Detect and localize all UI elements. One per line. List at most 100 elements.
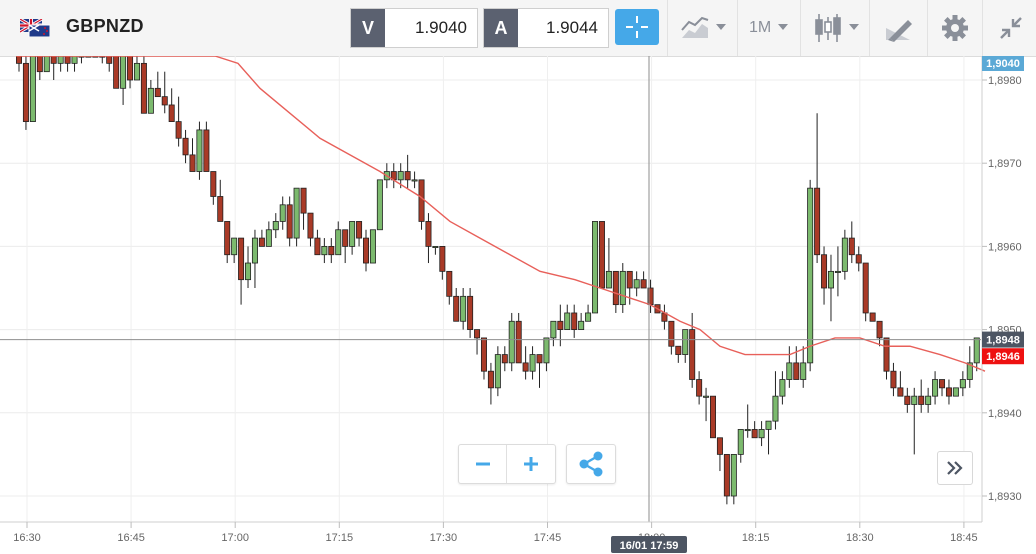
candle — [321, 238, 328, 264]
zoom-in-button[interactable] — [507, 445, 554, 483]
candle — [855, 246, 862, 272]
x-tick-label: 18:15 — [742, 532, 770, 544]
crosshair-price-tag: 1,8948 — [982, 331, 1024, 348]
y-tick-label: 1,8970 — [988, 158, 1022, 170]
candle — [182, 129, 189, 164]
candle — [147, 80, 154, 114]
y-tick-label: 1,8960 — [988, 241, 1022, 253]
drawing-tools-button[interactable] — [869, 0, 928, 56]
scroll-to-latest-button[interactable] — [937, 451, 973, 485]
candle — [966, 346, 973, 388]
chart-type-button[interactable] — [667, 0, 738, 56]
sell-label: V — [351, 9, 385, 47]
candle — [328, 238, 335, 264]
gb-nz-flag-icon — [20, 19, 50, 37]
candle — [723, 453, 730, 505]
candle — [876, 320, 883, 347]
candle — [189, 138, 196, 172]
candle — [64, 56, 71, 72]
crosshair-time-label: 16/01 17:59 — [611, 536, 687, 553]
candle — [515, 312, 522, 364]
candle — [703, 387, 710, 422]
candle — [737, 429, 744, 463]
candle — [376, 179, 383, 231]
candle — [696, 371, 703, 405]
candle — [238, 237, 245, 305]
svg-text:1,8946: 1,8946 — [986, 351, 1020, 363]
candle — [592, 221, 599, 314]
candle — [120, 56, 127, 105]
candle — [848, 221, 855, 264]
candle — [22, 56, 29, 130]
candle — [342, 229, 349, 264]
candle — [730, 453, 737, 505]
candle — [29, 56, 36, 122]
candle — [411, 171, 418, 189]
candle — [640, 271, 647, 289]
zoom-out-button[interactable] — [459, 445, 506, 483]
candle — [897, 371, 904, 397]
crosshair-icon — [626, 16, 648, 38]
candle — [675, 345, 682, 363]
candlestick-icon — [815, 14, 841, 42]
instrument-symbol: GBPNZD — [66, 16, 144, 36]
candle — [293, 187, 300, 247]
candle — [474, 329, 481, 355]
candle — [932, 371, 939, 405]
x-tick-label: 17:30 — [430, 532, 458, 544]
candle — [598, 221, 605, 289]
candle — [869, 312, 876, 322]
candle — [689, 312, 696, 388]
candle — [467, 288, 474, 338]
candle — [501, 346, 508, 372]
candle — [140, 56, 147, 114]
current-price-tag: 1,9040 — [982, 56, 1024, 71]
candle — [57, 56, 64, 72]
candle — [265, 221, 272, 247]
crosshair-button[interactable] — [615, 9, 659, 45]
candle — [196, 121, 203, 180]
candle-style-button[interactable] — [800, 0, 870, 56]
candle — [841, 229, 848, 280]
sell-price: 1.9040 — [415, 18, 467, 37]
zoom-controls — [458, 444, 556, 484]
candle — [418, 179, 425, 230]
candle — [307, 212, 314, 247]
candle — [453, 288, 460, 322]
timeframe-button[interactable]: 1M — [737, 0, 801, 56]
candle — [585, 304, 592, 322]
share-button[interactable] — [566, 444, 616, 484]
candle — [571, 304, 578, 338]
candle — [550, 320, 557, 347]
candle — [161, 71, 168, 114]
buy-price: 1.9044 — [546, 18, 598, 37]
x-tick-label: 18:30 — [846, 532, 874, 544]
buy-price-button[interactable]: A 1.9044 — [483, 8, 609, 48]
crosshair-time-text: 16/01 17:59 — [620, 540, 679, 552]
candle — [668, 320, 675, 355]
settings-button[interactable] — [927, 0, 983, 56]
double-chevron-right-icon — [947, 461, 963, 475]
candle — [272, 213, 279, 239]
candle — [432, 245, 439, 255]
candle — [522, 346, 529, 380]
y-tick-label: 1,8980 — [988, 75, 1022, 87]
candle — [390, 163, 397, 189]
candle — [904, 387, 911, 413]
svg-text:1,9040: 1,9040 — [986, 58, 1020, 70]
candle — [543, 337, 550, 372]
candle — [786, 346, 793, 388]
chevron-down-icon — [778, 24, 788, 30]
candle — [578, 312, 585, 330]
sell-price-button[interactable]: V 1.9040 — [350, 8, 478, 48]
candle — [50, 56, 57, 80]
candle — [918, 379, 925, 413]
candle — [175, 96, 182, 147]
candle — [231, 237, 238, 264]
candle — [286, 196, 293, 247]
candle — [335, 221, 342, 256]
candle — [564, 304, 571, 330]
y-tick-label: 1,8940 — [988, 408, 1022, 420]
collapse-button[interactable] — [982, 0, 1036, 56]
